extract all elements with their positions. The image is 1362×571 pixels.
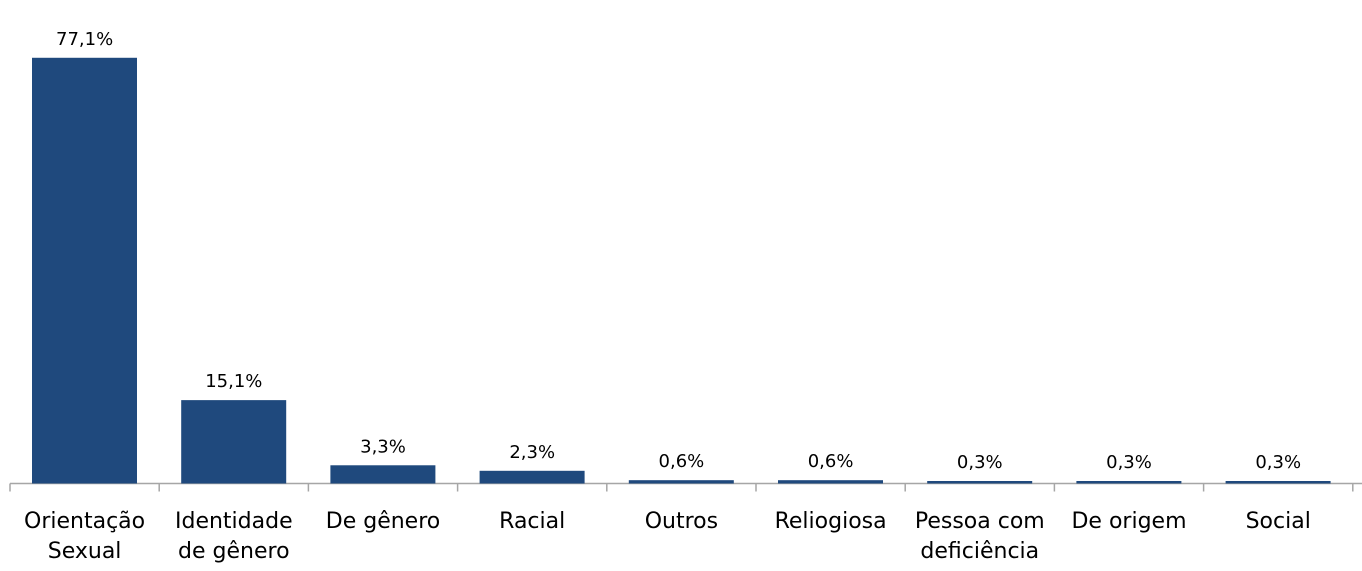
category-label: De gênero <box>326 509 440 534</box>
bar <box>1076 481 1182 484</box>
bar <box>1225 481 1331 484</box>
data-label: 2,3% <box>509 442 555 463</box>
data-label: 0,3% <box>1255 452 1301 473</box>
data-label: 15,1% <box>205 371 262 392</box>
data-label: 77,1% <box>56 29 113 50</box>
data-label: 0,3% <box>1106 452 1152 473</box>
category-label: Identidade de gênero <box>175 509 293 564</box>
category-label-line: Social <box>1246 509 1311 534</box>
category-label: Outros <box>645 509 718 534</box>
data-label: 3,3% <box>360 436 406 457</box>
data-label: 0,3% <box>957 452 1003 473</box>
category-label-line: Outros <box>645 509 718 534</box>
category-label-line: Orientação <box>24 509 145 534</box>
category-label: Social <box>1246 509 1311 534</box>
category-label-line: Racial <box>499 509 565 534</box>
category-label-line: deficiência <box>920 539 1039 564</box>
category-label: Orientação Sexual <box>24 509 145 564</box>
bar <box>181 400 287 484</box>
bar <box>330 465 436 484</box>
bar <box>628 480 734 484</box>
category-label: De origem <box>1071 509 1186 534</box>
bar <box>479 470 585 484</box>
category-label-line: De gênero <box>326 509 440 534</box>
category-label-line: Pessoa com <box>915 509 1045 534</box>
data-label: 0,6% <box>808 451 854 472</box>
category-label: Racial <box>499 509 565 534</box>
data-label: 0,6% <box>659 451 705 472</box>
bar <box>778 480 883 484</box>
category-label-line: De origem <box>1071 509 1186 534</box>
category-label: Reliogiosa <box>775 509 887 534</box>
bar <box>927 481 1033 484</box>
bar <box>32 57 137 484</box>
category-label-line: de gênero <box>178 539 290 564</box>
category-label-line: Identidade <box>175 509 293 534</box>
category-label: Pessoa com deficiência <box>915 509 1045 564</box>
category-label-line: Sexual <box>48 539 122 564</box>
category-label-line: Reliogiosa <box>775 509 887 534</box>
